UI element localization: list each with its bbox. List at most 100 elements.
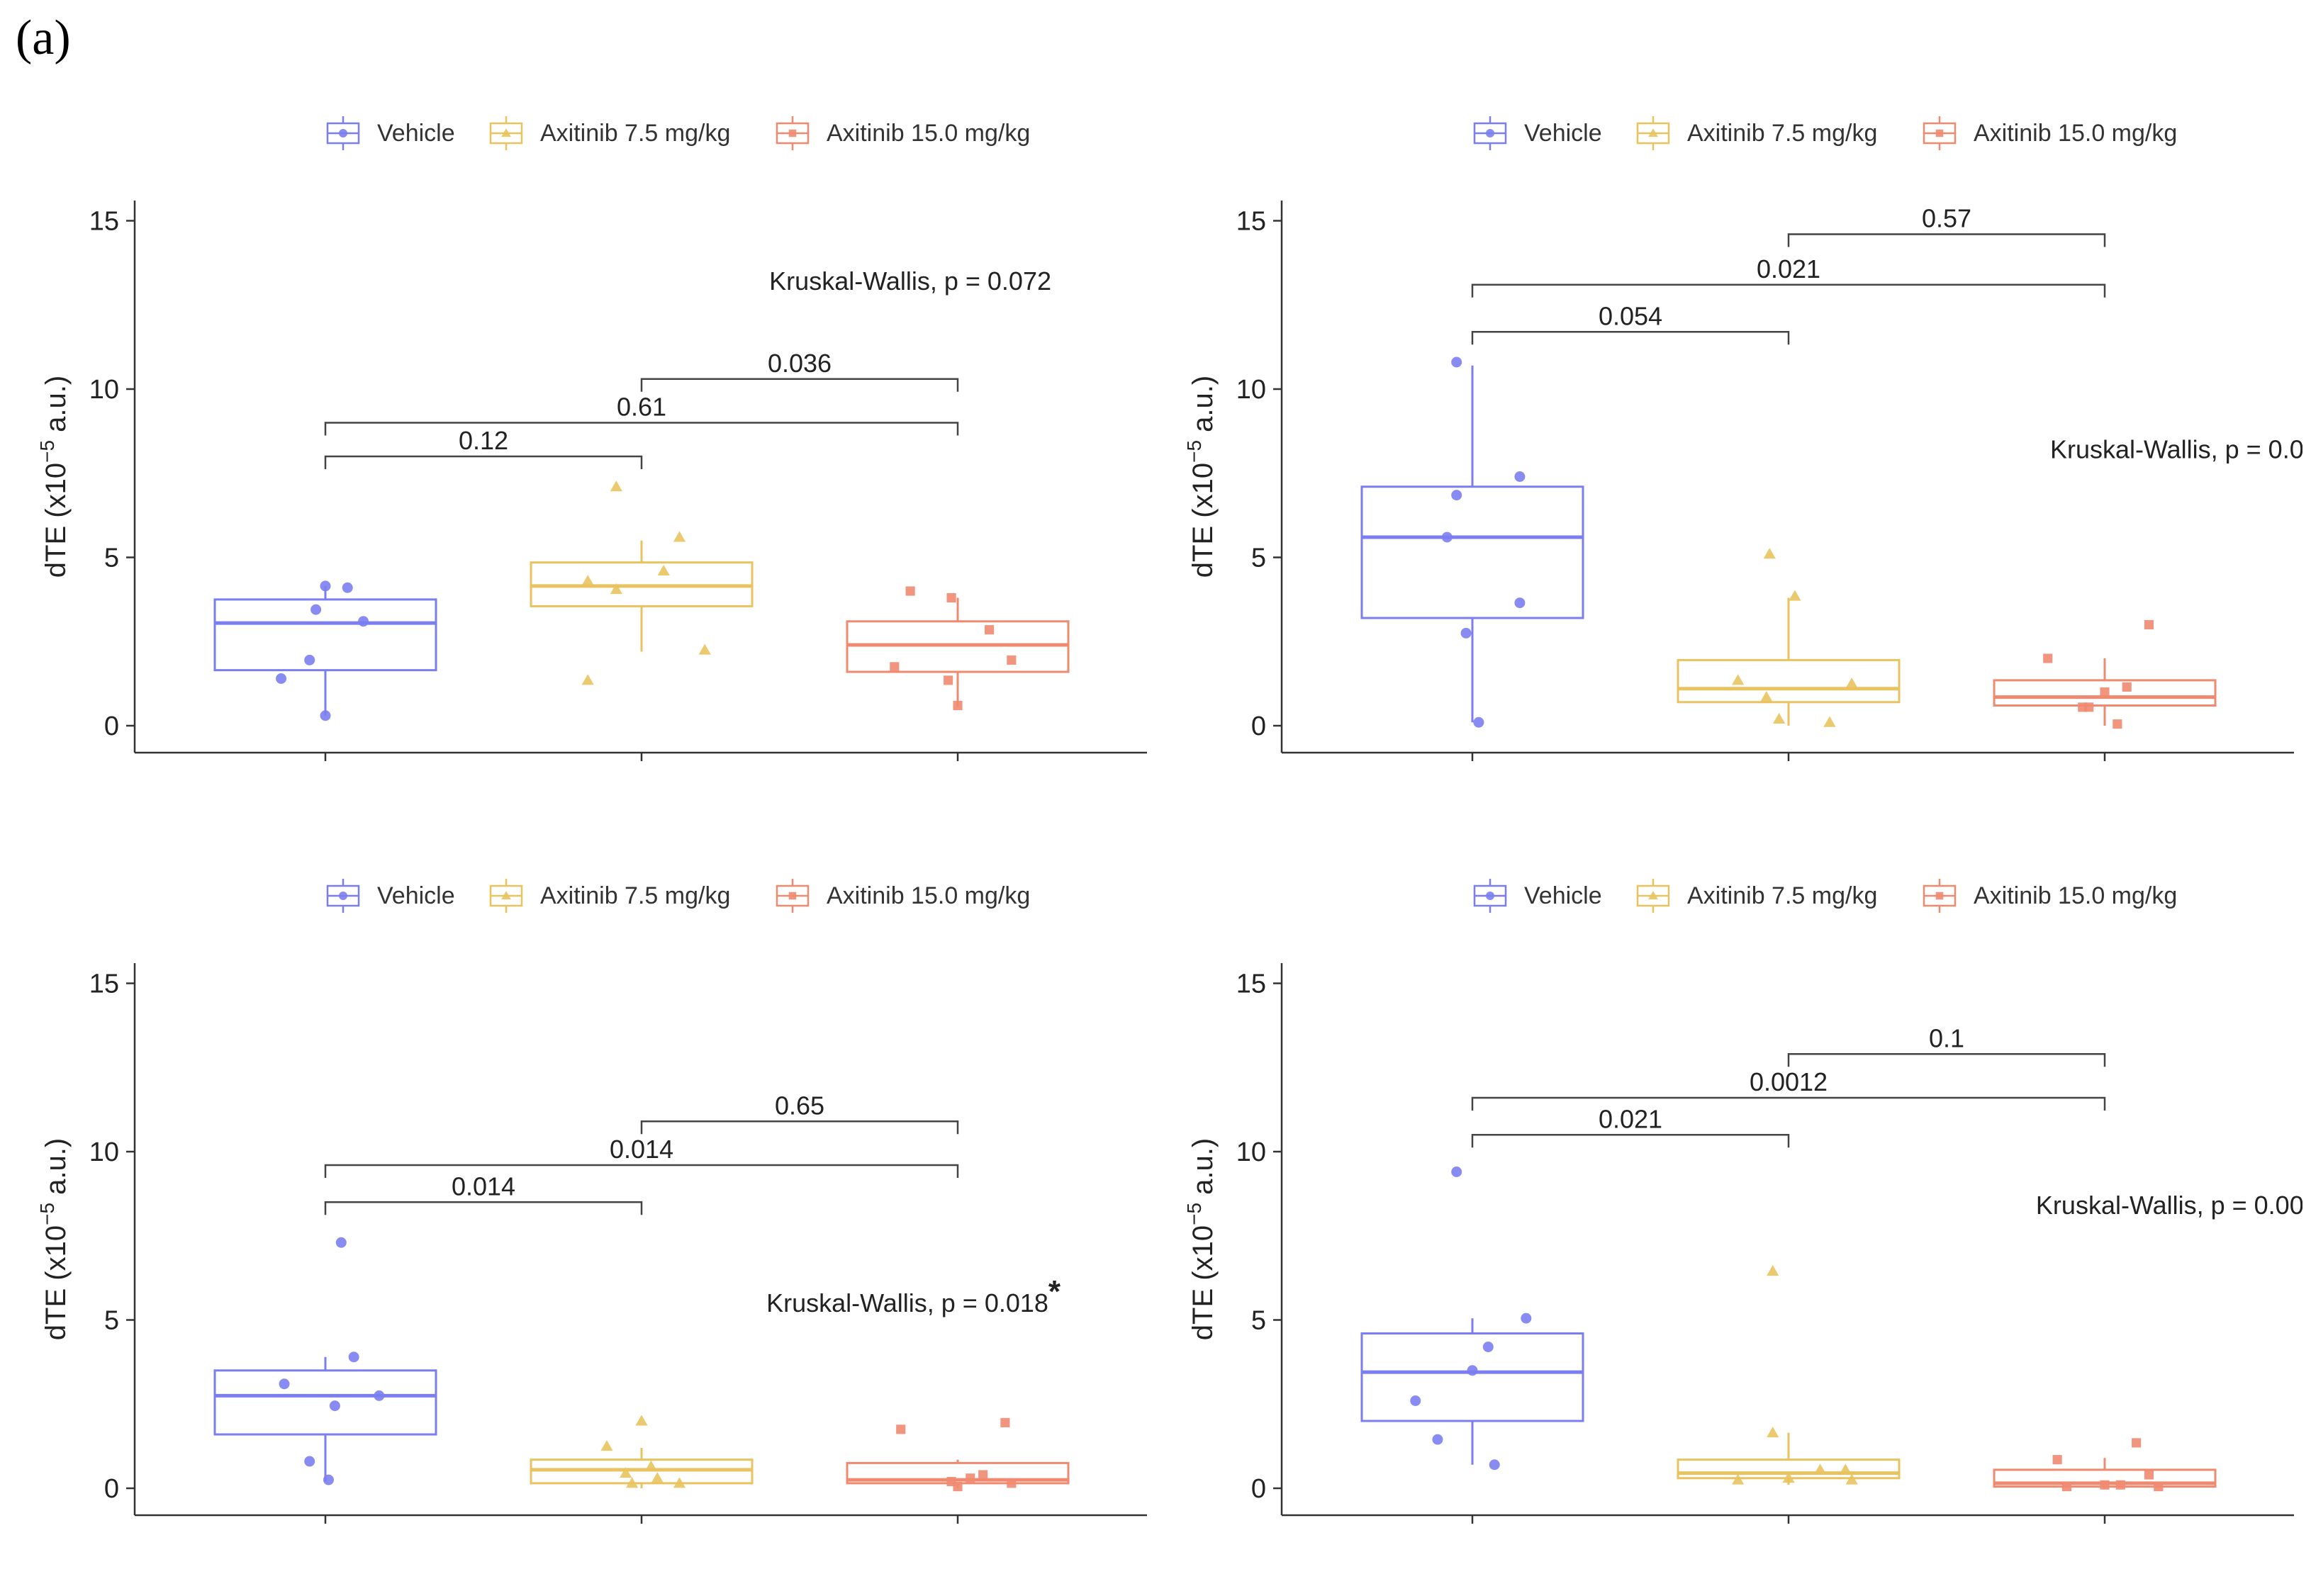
y-tick-label: 10 (89, 1137, 119, 1167)
data-point-axitinib-7-5 (610, 481, 622, 492)
comparison-p-value: 0.014 (452, 1171, 515, 1201)
data-point-axitinib-7-5 (1767, 1427, 1779, 1438)
data-point-axitinib-15 (953, 700, 963, 711)
legend-key-marker (1648, 891, 1658, 900)
data-point-axitinib-7-5 (1845, 1473, 1858, 1485)
legend-item-axitinib-7-5: Axitinib 7.5 mg/kg (1635, 112, 1877, 154)
box-axitinib-7-5 (530, 540, 754, 652)
legend-item-vehicle: Vehicle (1472, 875, 1602, 917)
y-tick-label: 5 (104, 1306, 119, 1336)
data-point-vehicle (1473, 716, 1484, 728)
data-point-axitinib-7-5 (1767, 1265, 1779, 1276)
comparison-p-value: 0.61 (617, 393, 666, 422)
data-point-vehicle (310, 604, 322, 615)
y-tick-label: 0 (104, 712, 119, 741)
comparison-line (324, 1201, 643, 1215)
y-tick-label: 15 (1236, 970, 1266, 999)
data-point-axitinib-7-5 (673, 1477, 686, 1488)
data-point-axitinib-7-5 (1813, 1463, 1827, 1475)
kruskal-wallis-text: Kruskal-Wallis, p = 0.018 (766, 1288, 1048, 1317)
comparison-line (1787, 233, 2106, 247)
legend-key-marker (788, 892, 797, 900)
data-point-axitinib-15 (953, 1482, 963, 1492)
comparison-line (324, 455, 643, 469)
legend-item-axitinib-15: Axitinib 15.0 mg/kg (1921, 112, 2177, 154)
y-tick-label: 5 (104, 544, 119, 573)
y-tick-label: 0 (104, 1474, 119, 1504)
y-tick-label: 15 (89, 207, 119, 237)
data-point-axitinib-7-5 (581, 575, 594, 586)
legend: Vehicle Axitinib 7.5 mg/kg Axitinib 15.0… (1147, 112, 2302, 154)
data-point-axitinib-7-5 (1823, 716, 1836, 727)
comparison-p-value: 0.021 (1757, 254, 1820, 283)
data-point-axitinib-7-5 (673, 531, 686, 542)
y-axis-label-main: dTE (x10 (40, 463, 72, 578)
y-axis-label: dTE (x10−5 a.u.) (36, 376, 72, 578)
data-point-axitinib-15 (946, 592, 956, 603)
data-point-axitinib-7-5 (1789, 590, 1801, 601)
data-point-axitinib-7-5 (644, 1460, 658, 1471)
comparison-p-value: 0.12 (459, 426, 508, 455)
kruskal-wallis-text: Kruskal-Wallis, p = 0.0033 (2036, 1191, 2302, 1220)
data-point-vehicle (1467, 1365, 1478, 1376)
data-point-axitinib-15 (1007, 1478, 1017, 1488)
legend-key-axitinib-7-5 (1636, 879, 1670, 913)
data-point-axitinib-15 (2154, 1482, 2164, 1492)
box-iqr (1993, 679, 2217, 707)
kruskal-wallis-text: Kruskal-Wallis, p = 0.072 (769, 266, 1051, 296)
data-point-axitinib-15 (2043, 653, 2053, 663)
y-tick-label: 5 (1251, 544, 1266, 573)
chart-panel-day11: Vehicle Axitinib 7.5 mg/kg Axitinib 15.0… (1147, 763, 2302, 1525)
comparison-p-value: 0.1 (1929, 1023, 1964, 1052)
legend-key-axitinib-7-5 (1636, 116, 1670, 150)
legend-key-axitinib-15 (1923, 879, 1957, 913)
data-point-axitinib-15 (2132, 1438, 2142, 1448)
chart-panel-day0: Vehicle Axitinib 7.5 mg/kg Axitinib 15.0… (0, 0, 1156, 763)
data-point-axitinib-7-5 (698, 644, 711, 655)
data-point-axitinib-7-5 (1782, 1472, 1795, 1483)
legend-label: Axitinib 15.0 mg/kg (1974, 882, 2178, 909)
legend-label: Vehicle (1524, 882, 1602, 909)
data-point-axitinib-15 (2084, 702, 2094, 712)
comparison-p-value: 0.036 (768, 349, 832, 378)
legend-label: Axitinib 15.0 mg/kg (827, 882, 1031, 909)
data-point-axitinib-7-5 (1763, 548, 1776, 559)
data-point-axitinib-15 (2122, 682, 2132, 692)
data-point-axitinib-7-5 (635, 1415, 648, 1426)
legend-item-vehicle: Vehicle (1472, 112, 1602, 154)
kruskal-wallis-label: Kruskal-Wallis, p = 0.018* (766, 1274, 1061, 1317)
data-point-axitinib-15 (2144, 619, 2154, 630)
data-point-vehicle (1514, 597, 1526, 609)
y-axis-label: dTE (x10−5 a.u.) (1183, 1138, 1219, 1340)
comparison-bracket: 0.0012 (1471, 1067, 2106, 1111)
legend-label: Vehicle (1524, 119, 1602, 147)
data-point-axitinib-7-5 (610, 583, 622, 595)
legend: Vehicle Axitinib 7.5 mg/kg Axitinib 15.0… (1147, 875, 2302, 917)
comparison-line (1471, 283, 2106, 298)
legend-label: Axitinib 7.5 mg/kg (1687, 882, 1878, 909)
legend-item-axitinib-7-5: Axitinib 7.5 mg/kg (488, 112, 730, 154)
box-vehicle (213, 1356, 437, 1482)
legend-label: Vehicle (377, 882, 455, 909)
data-point-vehicle (304, 654, 315, 665)
box-iqr (1360, 485, 1584, 619)
data-point-axitinib-7-5 (625, 1477, 639, 1488)
data-point-axitinib-7-5 (1732, 1473, 1745, 1485)
comparison-line (1471, 1134, 1790, 1148)
y-tick-label: 10 (1236, 375, 1266, 405)
data-point-vehicle (335, 1237, 347, 1248)
data-point-axitinib-7-5 (1760, 691, 1773, 702)
y-axis-label-exponent: −5 (1183, 440, 1205, 463)
data-point-vehicle (279, 1378, 290, 1390)
box-iqr (213, 598, 437, 672)
data-point-axitinib-15 (2100, 687, 2110, 697)
legend-label: Axitinib 7.5 mg/kg (540, 882, 731, 909)
comparison-bracket: 0.021 (1471, 1104, 1790, 1148)
data-point-vehicle (374, 1390, 385, 1401)
data-point-vehicle (276, 673, 287, 684)
comparison-line (324, 422, 959, 436)
box-axitinib-15 (846, 597, 1070, 707)
legend-label: Axitinib 15.0 mg/kg (1974, 119, 2178, 147)
data-point-vehicle (1410, 1395, 1421, 1406)
